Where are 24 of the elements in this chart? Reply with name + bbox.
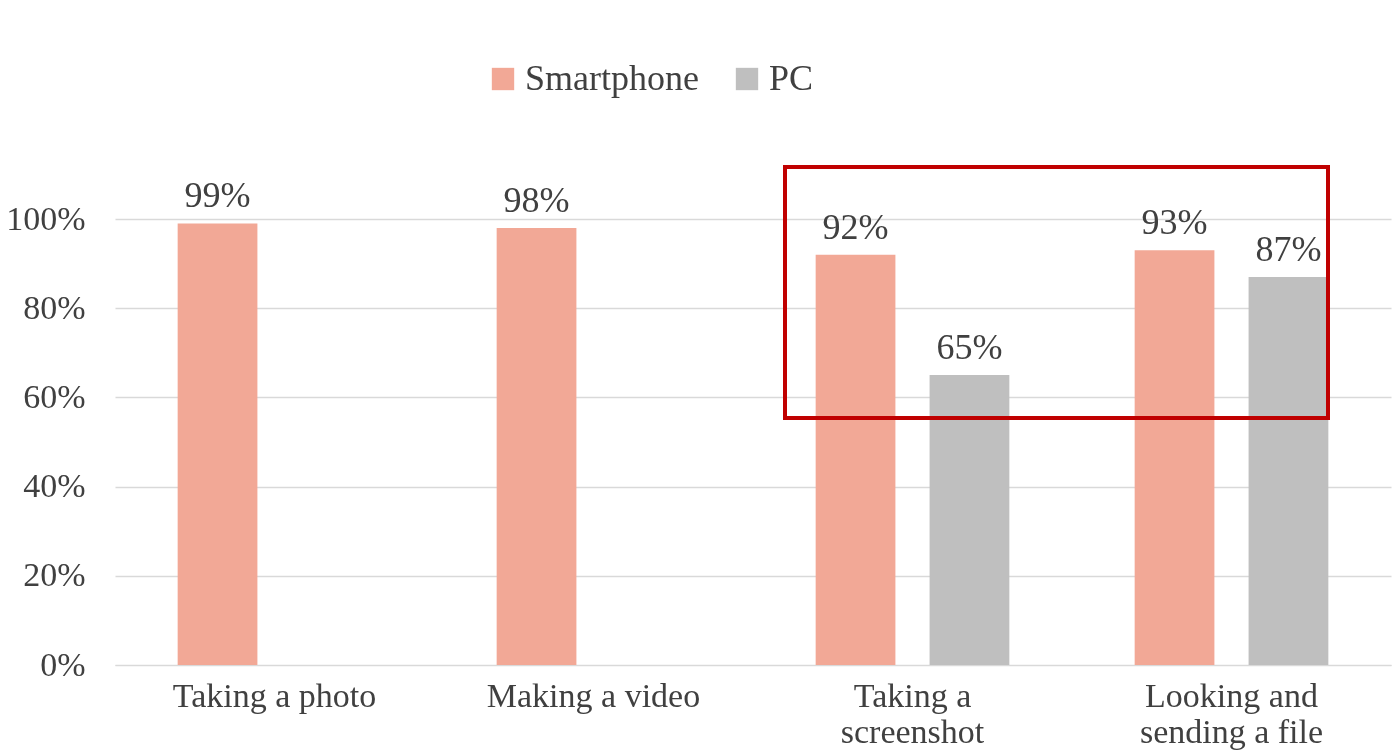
y-tick-label: 60% <box>23 377 86 415</box>
y-tick-label: 40% <box>23 467 86 505</box>
bar <box>496 227 577 665</box>
y-tick-label: 0% <box>40 645 86 683</box>
y-tick-label: 20% <box>23 556 86 594</box>
x-tick-label: Looking and sending a file <box>1139 676 1324 750</box>
text: 65% <box>936 327 1003 368</box>
text: 98% <box>503 179 570 220</box>
x-tick-label: Taking a photo <box>172 676 377 714</box>
y-tick-label: 80% <box>23 288 86 326</box>
x-tick-label: Making a video <box>486 676 701 714</box>
legend-label: Smartphone <box>525 58 699 98</box>
bar <box>1248 276 1329 665</box>
text: 93% <box>1141 202 1208 243</box>
legend-label: PC <box>769 58 814 98</box>
y-tick-label: 100% <box>6 199 86 237</box>
text: 87% <box>1255 228 1322 269</box>
bar <box>929 375 1010 665</box>
text: 92% <box>822 206 889 247</box>
bar <box>1134 250 1215 665</box>
bar <box>815 254 896 665</box>
bar <box>177 223 258 665</box>
x-tick-label: Taking a screenshot <box>840 676 985 750</box>
text: 99% <box>184 175 251 216</box>
